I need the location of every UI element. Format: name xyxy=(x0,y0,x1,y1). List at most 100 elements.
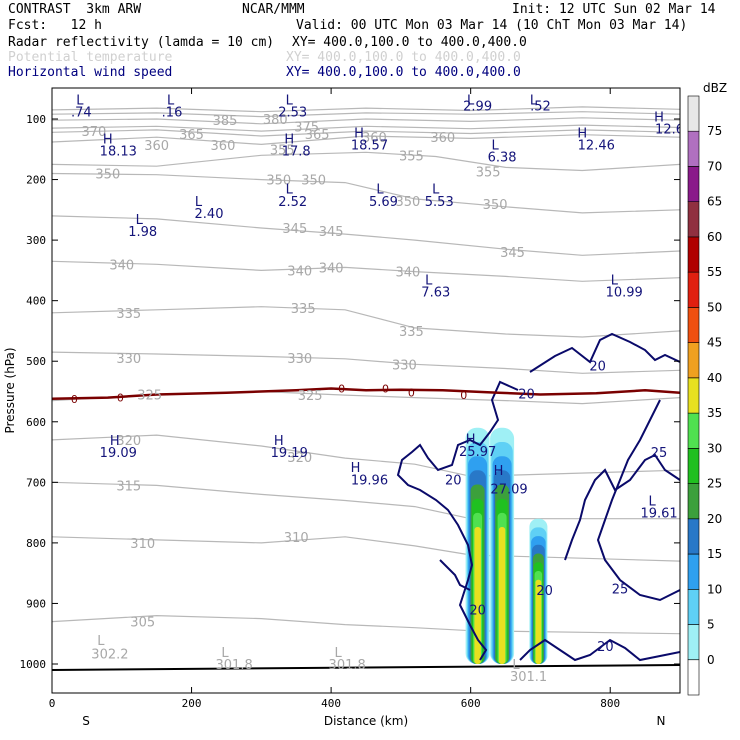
colorbar-band xyxy=(687,624,700,661)
wind-label: .74 xyxy=(71,106,92,121)
y-tick-label: 700 xyxy=(26,476,46,489)
field-xy-wind: XY= 400.0,100.0 to 400.0,400.0 xyxy=(286,65,521,80)
ground-line xyxy=(51,664,681,671)
freezing-level: 0 0 0 0 0 0 xyxy=(52,382,680,406)
wind-label: 20 xyxy=(469,604,486,619)
theta-label: 335 xyxy=(291,302,316,317)
contour-labels: 385 380 375 370 365 365 360 360 360 360 355 355 355 3… xyxy=(71,94,680,685)
wind-label: L xyxy=(530,94,538,109)
wind-contour-20 xyxy=(396,380,680,662)
wind-label: L xyxy=(136,213,144,228)
wind-contours xyxy=(396,332,680,662)
wind-label: 25 xyxy=(612,582,629,597)
wind-label: H xyxy=(577,126,587,141)
colorbar-band xyxy=(687,483,700,520)
theta-label: 305 xyxy=(130,616,155,631)
wind-label: L xyxy=(286,183,294,198)
theta-label: 302.2 xyxy=(91,648,128,663)
colorbar-label: 55 xyxy=(707,265,722,279)
theta-label: 310 xyxy=(130,537,155,552)
reflectivity-fill xyxy=(465,427,548,664)
theta-label: 350 xyxy=(95,168,120,183)
colorbar-label: 50 xyxy=(707,300,722,314)
theta-label: 340 xyxy=(287,264,312,279)
wind-label: 5.53 xyxy=(425,195,454,210)
wind-label: 19.96 xyxy=(351,473,388,488)
freezing-label: 0 xyxy=(71,393,78,406)
wind-label: 19.61 xyxy=(640,507,677,522)
wind-label: H xyxy=(103,132,113,147)
wind-label: H xyxy=(351,461,361,476)
freezing-label: 0 xyxy=(117,392,124,405)
colorbar-band xyxy=(687,166,700,203)
freezing-line xyxy=(52,387,680,401)
wind-label: 17.8 xyxy=(282,144,311,159)
colorbar-band xyxy=(687,518,700,555)
wind-contour-20b xyxy=(529,332,680,373)
wind-label: H xyxy=(466,433,476,448)
theta-label: 355 xyxy=(476,166,501,181)
y-tick-label: 900 xyxy=(26,597,46,610)
y-tick-label: 500 xyxy=(26,355,46,368)
init-time: Init: 12 UTC Sun 02 Mar 14 xyxy=(512,2,716,17)
colorbar: 0 5 10 15 20 25 30 35 40 45 50 55 60 65 70 75 dBZ xyxy=(687,81,727,696)
colorbar-label: 25 xyxy=(707,477,722,491)
colorbar-band xyxy=(687,412,700,449)
theta-label: L xyxy=(221,646,229,661)
org-title: NCAR/MMM xyxy=(242,2,305,17)
theta-label: 315 xyxy=(116,479,141,494)
wind-label: 20 xyxy=(597,640,614,655)
wind-label: 19.09 xyxy=(100,446,137,461)
theta-label: 310 xyxy=(284,531,309,546)
theta-label: 340 xyxy=(395,266,420,281)
y-tick-label: 1000 xyxy=(20,658,47,671)
theta-contour-345 xyxy=(52,215,680,256)
theta-label: 330 xyxy=(287,352,312,367)
theta-contour-365 xyxy=(52,129,680,137)
wind-label: 18.57 xyxy=(351,138,388,153)
colorbar-label: 75 xyxy=(707,124,722,138)
theta-contours xyxy=(52,106,680,635)
field-xy-reflectivity: XY= 400.0,100.0 to 400.0,400.0 xyxy=(292,35,527,50)
field-name-theta: Potential temperature xyxy=(8,50,173,65)
colorbar-label: 65 xyxy=(707,195,722,209)
theta-label: 345 xyxy=(500,246,525,261)
wind-label: L xyxy=(167,94,175,109)
wind-label: H xyxy=(284,132,294,147)
wind-label: 7.63 xyxy=(421,286,450,301)
colorbar-band xyxy=(687,588,700,625)
colorbar-label: 20 xyxy=(707,512,722,526)
colorbar-label: 70 xyxy=(707,159,722,173)
wind-label: L xyxy=(195,195,203,210)
reflectivity-cell-0-band-7 xyxy=(474,527,481,664)
forecast-hour: Fcst: 12 h xyxy=(8,18,102,33)
wind-label: L xyxy=(491,138,499,153)
theta-label: 330 xyxy=(392,358,417,373)
colorbar-band xyxy=(687,553,700,590)
wind-label: .16 xyxy=(162,106,183,121)
freezing-label: 0 xyxy=(338,382,345,395)
y-tick-label: 200 xyxy=(26,174,46,187)
model-title: CONTRAST 3km ARW xyxy=(8,2,142,17)
wind-label: 2.99 xyxy=(463,100,492,115)
colorbar-band xyxy=(687,659,700,696)
wind-label: 19.19 xyxy=(271,446,308,461)
wind-label: L xyxy=(648,495,656,510)
wind-label: 20 xyxy=(445,473,462,488)
theta-label: 365 xyxy=(179,128,204,143)
theta-label: 350 xyxy=(301,174,326,189)
theta-label: 350 xyxy=(483,198,508,213)
theta-label: L xyxy=(97,634,105,649)
theta-label: L xyxy=(334,646,342,661)
theta-label: 320 xyxy=(116,434,141,449)
y-tick-label: 400 xyxy=(26,295,46,308)
theta-contour-375 xyxy=(52,117,680,125)
colorbar-label: 10 xyxy=(707,582,722,596)
wind-label: 12.46 xyxy=(578,138,615,153)
y-tick-label: 100 xyxy=(26,113,46,126)
colorbar-band xyxy=(687,377,700,414)
colorbar-label: 0 xyxy=(707,653,715,667)
wind-label: L xyxy=(611,273,619,288)
colorbar-band xyxy=(687,448,700,484)
